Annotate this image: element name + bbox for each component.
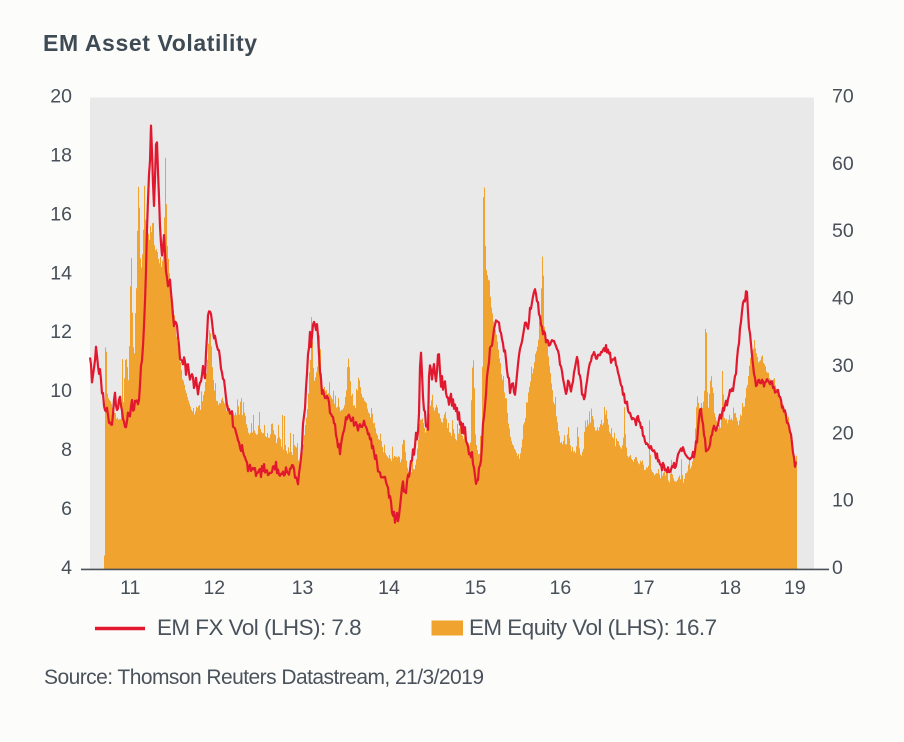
svg-text:13: 13 [292, 577, 314, 599]
svg-text:10: 10 [832, 490, 854, 512]
svg-text:16: 16 [550, 577, 572, 599]
svg-text:12: 12 [50, 321, 72, 343]
svg-text:20: 20 [50, 86, 72, 108]
svg-text:60: 60 [832, 153, 854, 175]
svg-text:6: 6 [61, 498, 72, 520]
svg-text:0: 0 [832, 557, 843, 579]
svg-text:17: 17 [633, 577, 655, 599]
svg-text:12: 12 [203, 577, 225, 599]
svg-text:16: 16 [50, 203, 72, 225]
svg-text:19: 19 [784, 577, 806, 599]
svg-text:8: 8 [61, 439, 72, 461]
svg-text:EM Equity Vol (LHS): 16.7: EM Equity Vol (LHS): 16.7 [469, 615, 717, 640]
svg-text:11: 11 [120, 577, 140, 599]
svg-text:14: 14 [50, 262, 72, 284]
svg-text:20: 20 [832, 422, 854, 444]
svg-text:Source: Thomson Reuters Datast: Source: Thomson Reuters Datastream, 21/3… [44, 666, 483, 689]
svg-text:4: 4 [61, 557, 72, 579]
svg-text:15: 15 [465, 577, 487, 599]
svg-text:EM Asset Volatility: EM Asset Volatility [43, 30, 258, 56]
svg-text:14: 14 [378, 577, 400, 599]
svg-text:EM FX Vol (LHS): 7.8: EM FX Vol (LHS): 7.8 [157, 615, 361, 640]
svg-text:40: 40 [832, 288, 854, 310]
svg-text:30: 30 [832, 355, 854, 377]
svg-text:10: 10 [50, 380, 72, 402]
svg-text:70: 70 [832, 86, 854, 108]
svg-text:50: 50 [832, 220, 854, 242]
svg-text:18: 18 [719, 577, 741, 599]
svg-text:18: 18 [50, 144, 72, 166]
